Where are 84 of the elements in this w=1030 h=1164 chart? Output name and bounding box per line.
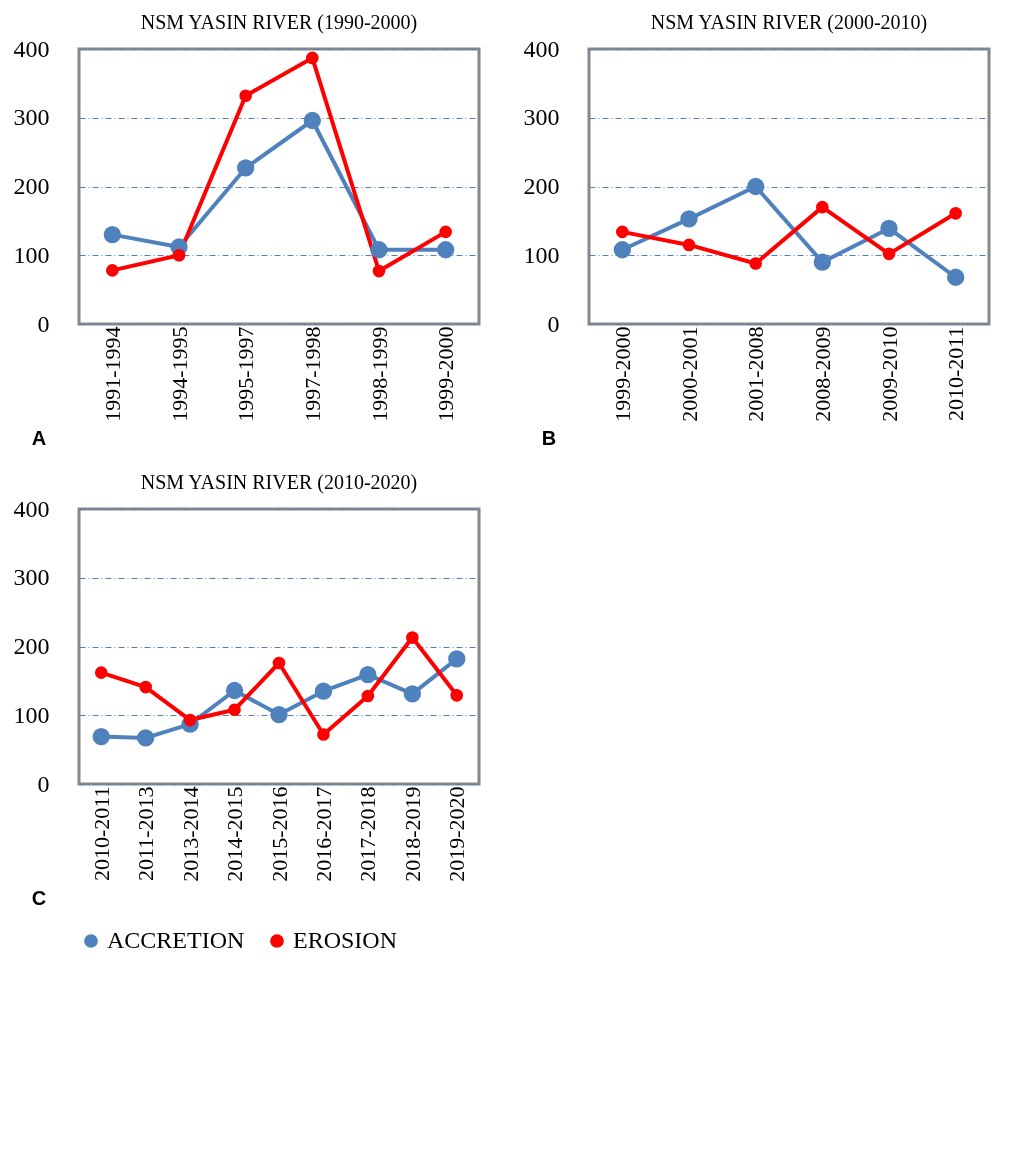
x-tick-label: 2019-2020	[444, 786, 470, 882]
point	[172, 248, 186, 262]
point	[94, 666, 108, 679]
x-tick-label: 1998-1999	[366, 326, 392, 422]
point	[880, 219, 898, 238]
x-tick-label: 2015-2016	[266, 786, 292, 882]
y-tick-label: 100	[13, 241, 50, 268]
x-tick-label: 2001-2008	[743, 326, 769, 422]
chart-title: NSM YASIN RIVER (2010-2020)	[140, 471, 418, 494]
y-tick-label: 0	[37, 310, 50, 337]
x-tick-label: 2014-2015	[222, 786, 248, 882]
point	[437, 241, 455, 259]
point	[947, 268, 965, 286]
point	[272, 656, 286, 670]
point	[406, 631, 419, 644]
point	[303, 111, 321, 130]
y-tick-label: 400	[523, 35, 560, 62]
x-tick-label: 2018-2019	[399, 786, 425, 882]
x-tick-label: 2013-2014	[177, 786, 203, 882]
y-tick-label: 200	[13, 633, 50, 659]
point	[314, 682, 333, 700]
point	[225, 681, 244, 700]
point	[139, 680, 152, 694]
point	[239, 89, 252, 103]
x-tick-label: 2017-2018	[355, 786, 381, 882]
x-tick-label: 1997-1998	[299, 326, 325, 422]
y-tick-label: 200	[523, 173, 560, 199]
y-tick-label: 300	[523, 104, 560, 131]
chart-title: NSM YASIN RIVER (2000-2010)	[650, 11, 928, 34]
point	[403, 685, 421, 703]
y-tick-label: 0	[547, 310, 560, 337]
x-tick-label: 1999-2000	[609, 326, 635, 422]
x-tick-label: 2010-2011	[943, 326, 969, 422]
x-tick-label: 2010-2011	[88, 786, 114, 882]
point	[361, 689, 375, 703]
x-tick-label: 1999-2000	[433, 326, 459, 422]
point	[92, 727, 110, 746]
point	[137, 729, 155, 747]
point	[680, 210, 698, 228]
point	[317, 728, 330, 741]
point	[103, 225, 121, 244]
point	[949, 207, 962, 220]
y-tick-label: 200	[13, 173, 50, 199]
chart-title: NSM YASIN RIVER (1990-2000)	[140, 11, 418, 34]
text: C	[31, 887, 47, 909]
point	[616, 225, 629, 239]
y-tick-label: 100	[13, 701, 50, 728]
point	[448, 650, 466, 668]
y-tick-label: 400	[13, 35, 50, 62]
x-tick-label: 2011-2013	[133, 786, 159, 882]
point	[813, 253, 831, 271]
point	[682, 238, 696, 252]
legend-label: EROSION	[293, 927, 398, 953]
text: A	[31, 427, 47, 449]
point	[749, 257, 762, 270]
x-tick-label: 2008-2009	[809, 326, 835, 422]
y-tick-label: 0	[37, 770, 50, 797]
point	[450, 689, 464, 702]
x-tick-label: 1994-1995	[166, 326, 192, 422]
point	[228, 703, 241, 717]
point	[613, 241, 631, 259]
point	[106, 264, 119, 277]
x-tick-label: 1995-1997	[233, 326, 259, 422]
point	[372, 264, 386, 278]
point	[306, 51, 319, 65]
point	[270, 705, 288, 724]
y-tick-label: 100	[523, 241, 560, 268]
point	[816, 200, 829, 214]
legend-label: ACCRETION	[107, 927, 245, 953]
point	[237, 159, 255, 177]
text: B	[541, 427, 557, 449]
x-tick-label: 2000-2001	[676, 326, 702, 422]
y-tick-label: 300	[13, 564, 50, 591]
point	[183, 713, 197, 727]
point	[359, 666, 377, 684]
y-tick-label: 400	[13, 495, 50, 522]
point	[370, 241, 388, 259]
y-tick-label: 300	[13, 104, 50, 131]
x-tick-label: 1991-1994	[99, 326, 125, 422]
point	[747, 177, 765, 196]
x-tick-label: 2016-2017	[310, 786, 336, 882]
point	[439, 225, 452, 239]
x-tick-label: 2009-2010	[876, 326, 902, 422]
point	[882, 247, 896, 261]
